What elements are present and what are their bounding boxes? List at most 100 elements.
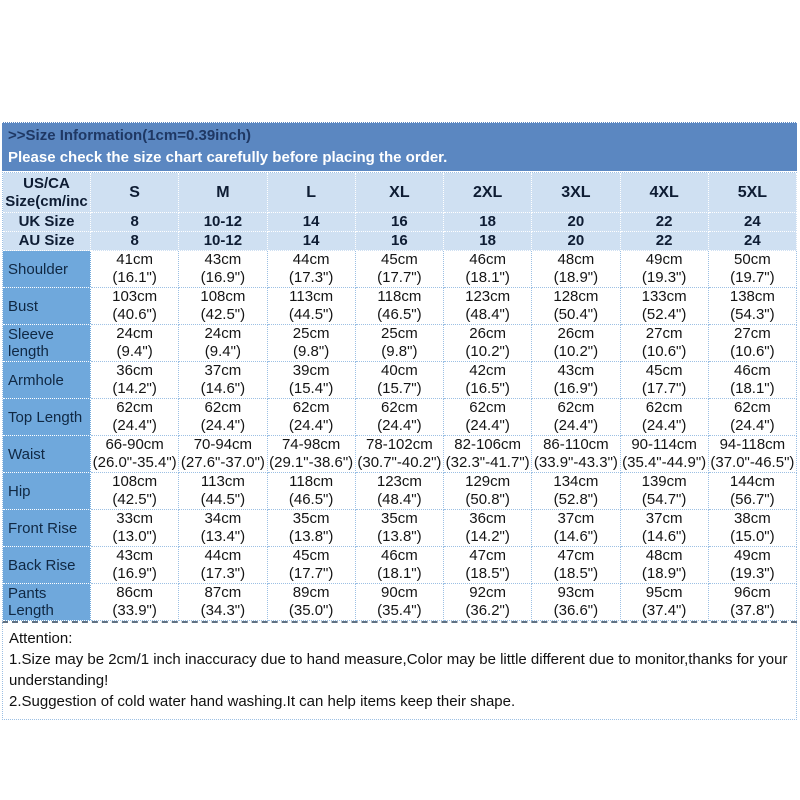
inch-value: (18.5") bbox=[465, 565, 510, 582]
measurement-cell: 62cm (24.4") bbox=[708, 399, 797, 436]
inch-value: (16.5") bbox=[465, 380, 510, 397]
cm-value: 46cm bbox=[469, 251, 506, 268]
uk-size-row: UK Size 8 10-12 14 16 18 20 22 24 bbox=[3, 213, 797, 232]
inch-value: (19.7") bbox=[730, 269, 775, 286]
cm-value: 129cm bbox=[465, 473, 511, 490]
measurement-cell: 36cm (14.2") bbox=[444, 510, 533, 547]
measurement-cell: 78-102cm (30.7"-40.2") bbox=[355, 436, 444, 473]
cm-value: 90-114cm bbox=[631, 436, 697, 453]
uk-size-value: 10-12 bbox=[179, 213, 268, 232]
inch-value: (50.4") bbox=[553, 306, 599, 323]
inch-value: (13.8") bbox=[377, 528, 422, 545]
cm-value: 123cm bbox=[376, 473, 422, 490]
cm-value: 50cm bbox=[734, 251, 771, 268]
cm-value: 47cm bbox=[469, 547, 506, 564]
inch-value: (16.9") bbox=[200, 269, 246, 286]
inch-value: (9.8") bbox=[381, 343, 418, 360]
measurement-row: Front Rise 33cm (13.0") 34cm (13.4") 35cm (13.… bbox=[3, 510, 797, 547]
cm-value: 62cm bbox=[557, 399, 595, 416]
measurement-cell: 94-118cm (37.0"-46.5") bbox=[708, 436, 797, 473]
cm-value: 93cm bbox=[557, 584, 595, 601]
measurement-cell: 45cm (17.7") bbox=[355, 251, 444, 288]
inch-value: (48.4") bbox=[377, 491, 422, 508]
measurement-cell: 34cm (13.4") bbox=[179, 510, 268, 547]
measurement-cell: 46cm (18.1") bbox=[355, 547, 444, 584]
inch-value: (35.0") bbox=[288, 602, 334, 619]
measurement-cell: 113cm (44.5") bbox=[179, 473, 268, 510]
measurement-cell: 40cm (15.7") bbox=[355, 362, 444, 399]
inch-value: (18.1") bbox=[730, 380, 775, 397]
cm-value: 89cm bbox=[292, 584, 330, 601]
measurement-cell: 27cm (10.6") bbox=[620, 325, 709, 362]
measurement-cell: 49cm (19.3") bbox=[708, 547, 797, 584]
inch-value: (30.7"-40.2") bbox=[357, 454, 442, 471]
au-size-value: 8 bbox=[91, 232, 180, 251]
inch-value: (19.3") bbox=[730, 565, 775, 582]
measurement-cell: 92cm (36.2") bbox=[444, 584, 533, 621]
cm-value: 62cm bbox=[645, 399, 683, 416]
cm-value: 42cm bbox=[469, 362, 506, 379]
measurement-row: Shoulder 41cm (16.1") 43cm (16.9") 44cm (17.3"… bbox=[3, 251, 797, 288]
measurement-cell: 35cm (13.8") bbox=[267, 510, 356, 547]
cm-value: 34cm bbox=[204, 510, 242, 527]
measurement-cell: 39cm (15.4") bbox=[267, 362, 356, 399]
measurement-cell: 50cm (19.7") bbox=[708, 251, 797, 288]
inch-value: (24.4") bbox=[465, 417, 510, 434]
measurement-cell: 62cm (24.4") bbox=[532, 399, 621, 436]
header-row: US/CA Size(cm/inc S M L XL 2XL 3XL 4XL 5XL bbox=[3, 173, 797, 213]
au-size-value: 22 bbox=[620, 232, 709, 251]
cm-value: 43cm bbox=[116, 547, 153, 564]
inch-value: (9.8") bbox=[293, 343, 330, 360]
cm-value: 46cm bbox=[381, 547, 418, 564]
measurement-cell: 46cm (18.1") bbox=[444, 251, 533, 288]
measurement-row: Pants Length 86cm (33.9") 87cm (34.3") 89cm (3… bbox=[3, 584, 797, 621]
measurement-cell: 103cm (40.6") bbox=[91, 288, 180, 325]
measurement-cell: 144cm (56.7") bbox=[708, 473, 797, 510]
cm-value: 33cm bbox=[116, 510, 153, 527]
inch-value: (9.4") bbox=[116, 343, 153, 360]
measurement-row: Bust 103cm (40.6") 108cm (42.5") 113cm (44.5")… bbox=[3, 288, 797, 325]
measurement-cell: 123cm (48.4") bbox=[444, 288, 533, 325]
inch-value: (10.2") bbox=[553, 343, 599, 360]
size-column-header: 5XL bbox=[708, 173, 797, 213]
cm-value: 45cm bbox=[645, 362, 683, 379]
inch-value: (33.9") bbox=[112, 602, 157, 619]
measurement-row-label: Waist bbox=[3, 436, 91, 473]
inch-value: (14.6") bbox=[553, 528, 599, 545]
measurement-row-label: Hip bbox=[3, 473, 91, 510]
au-size-row: AU Size 8 10-12 14 16 18 20 22 24 bbox=[3, 232, 797, 251]
inch-value: (40.6") bbox=[112, 306, 157, 323]
cm-value: 62cm bbox=[381, 399, 418, 416]
cm-value: 27cm bbox=[645, 325, 683, 342]
cm-value: 144cm bbox=[729, 473, 775, 490]
inch-value: (19.3") bbox=[641, 269, 687, 286]
cm-value: 123cm bbox=[465, 288, 511, 305]
inch-value: (24.4") bbox=[730, 417, 775, 434]
inch-value: (54.7") bbox=[641, 491, 687, 508]
au-size-value: 10-12 bbox=[179, 232, 268, 251]
measurement-cell: 25cm (9.8") bbox=[355, 325, 444, 362]
measurement-cell: 38cm (15.0") bbox=[708, 510, 797, 547]
measurement-row: Hip 108cm (42.5") 113cm (44.5") 118cm (46.5") 1… bbox=[3, 473, 797, 510]
cm-value: 78-102cm bbox=[366, 436, 433, 453]
measurement-cell: 47cm (18.5") bbox=[444, 547, 533, 584]
inch-value: (36.2") bbox=[465, 602, 510, 619]
cm-value: 92cm bbox=[469, 584, 506, 601]
inch-value: (15.7") bbox=[377, 380, 422, 397]
cm-value: 62cm bbox=[204, 399, 242, 416]
cm-value: 134cm bbox=[553, 473, 599, 490]
corner-header-line1: US/CA bbox=[23, 174, 70, 192]
attention-heading: Attention: bbox=[9, 630, 73, 647]
measurement-cell: 62cm (24.4") bbox=[620, 399, 709, 436]
measurement-cell: 118cm (46.5") bbox=[355, 288, 444, 325]
inch-value: (42.5") bbox=[112, 491, 157, 508]
uk-size-value: 18 bbox=[444, 213, 533, 232]
cm-value: 108cm bbox=[200, 288, 246, 305]
inch-value: (46.5") bbox=[377, 306, 422, 323]
measurement-cell: 26cm (10.2") bbox=[444, 325, 533, 362]
attention-note: Attention: 1.Size may be 2cm/1 inch inac… bbox=[2, 623, 797, 720]
measurement-cell: 66-90cm (26.0"-35.4") bbox=[91, 436, 180, 473]
inch-value: (17.7") bbox=[288, 565, 334, 582]
measurement-cell: 49cm (19.3") bbox=[620, 251, 709, 288]
cm-value: 66-90cm bbox=[105, 436, 164, 453]
